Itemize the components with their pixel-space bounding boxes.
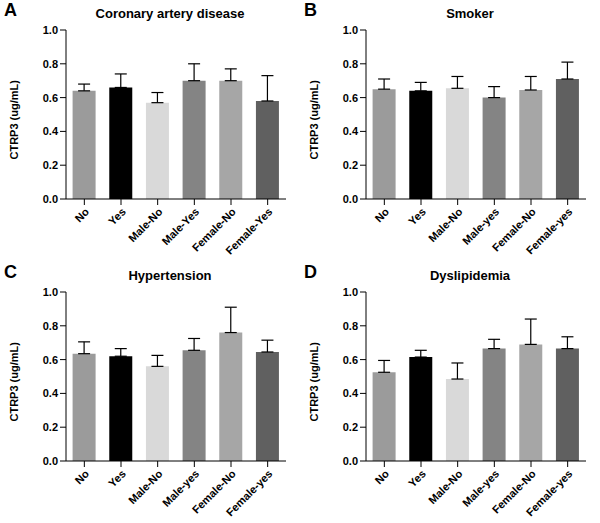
svg-text:0.4: 0.4 <box>43 387 59 399</box>
svg-text:0.6: 0.6 <box>43 92 58 104</box>
svg-text:CTRP3 (ug/mL): CTRP3 (ug/mL) <box>8 341 20 421</box>
svg-text:0.2: 0.2 <box>343 159 358 171</box>
svg-text:0.2: 0.2 <box>43 159 58 171</box>
svg-text:No: No <box>72 205 91 224</box>
svg-text:1.0: 1.0 <box>343 285 358 297</box>
svg-text:Female-No: Female-No <box>189 467 238 516</box>
svg-text:0.8: 0.8 <box>43 58 58 70</box>
html-text:Smoker: Smoker <box>446 6 494 21</box>
svg-text:No: No <box>372 467 391 486</box>
svg-text:Male-yes: Male-yes <box>459 205 502 247</box>
svg-text:Female-No: Female-No <box>189 205 238 254</box>
svg-text:0.2: 0.2 <box>343 421 358 433</box>
svg-text:Female-yes: Female-yes <box>524 205 575 256</box>
svg-text:Male-Yes: Male-Yes <box>159 205 202 248</box>
svg-text:Female-No: Female-No <box>489 205 538 254</box>
svg-text:Yes: Yes <box>406 467 428 489</box>
html-text:B: B <box>304 0 317 20</box>
svg-text:Yes: Yes <box>406 205 428 227</box>
svg-text:1.0: 1.0 <box>343 24 358 36</box>
svg-text:Female-yes: Female-yes <box>524 467 575 518</box>
svg-text:Female-yes: Female-yes <box>224 467 275 518</box>
svg-text:Yes: Yes <box>106 205 128 227</box>
html-text:Hypertension: Hypertension <box>128 267 212 283</box>
svg-text:0.0: 0.0 <box>43 454 58 466</box>
svg-text:0.4: 0.4 <box>343 125 359 137</box>
html-text:D: D <box>304 261 317 282</box>
svg-text:Male-yes: Male-yes <box>459 467 502 509</box>
svg-text:CTRP3 (ug/mL): CTRP3 (ug/mL) <box>308 341 320 421</box>
svg-text:1.0: 1.0 <box>43 24 58 36</box>
svg-text:0.8: 0.8 <box>343 58 358 70</box>
svg-text:0.6: 0.6 <box>43 353 58 365</box>
svg-text:0.4: 0.4 <box>43 125 59 137</box>
svg-text:Male-yes: Male-yes <box>159 467 202 509</box>
svg-text:No: No <box>72 467 91 486</box>
html-text:Coronary artery disease: Coronary artery disease <box>95 6 245 21</box>
html-text:A: A <box>4 0 17 20</box>
svg-text:CTRP3 (ug/mL): CTRP3 (ug/mL) <box>8 80 20 160</box>
svg-text:Male-No: Male-No <box>125 205 165 245</box>
svg-text:0.4: 0.4 <box>343 387 359 399</box>
svg-text:Yes: Yes <box>106 467 128 489</box>
svg-text:Male-No: Male-No <box>425 467 465 506</box>
html-text:Dyslipidemia: Dyslipidemia <box>429 267 511 283</box>
svg-text:0.0: 0.0 <box>343 454 358 466</box>
svg-text:0.6: 0.6 <box>343 92 358 104</box>
svg-text:No: No <box>372 205 391 224</box>
svg-text:0.6: 0.6 <box>343 353 358 365</box>
svg-text:Female-Yes: Female-Yes <box>223 205 274 256</box>
svg-text:0.2: 0.2 <box>43 421 58 433</box>
svg-text:Male-No: Male-No <box>425 205 465 245</box>
html-text:C: C <box>4 261 17 282</box>
svg-text:0.0: 0.0 <box>343 193 358 205</box>
svg-text:Male-No: Male-No <box>125 467 165 506</box>
svg-text:CTRP3 (ug/mL): CTRP3 (ug/mL) <box>308 80 320 160</box>
svg-text:0.8: 0.8 <box>43 319 58 331</box>
svg-text:Female-No: Female-No <box>489 467 538 516</box>
svg-text:0.0: 0.0 <box>43 193 58 205</box>
svg-text:1.0: 1.0 <box>43 285 58 297</box>
svg-text:0.8: 0.8 <box>343 319 358 331</box>
